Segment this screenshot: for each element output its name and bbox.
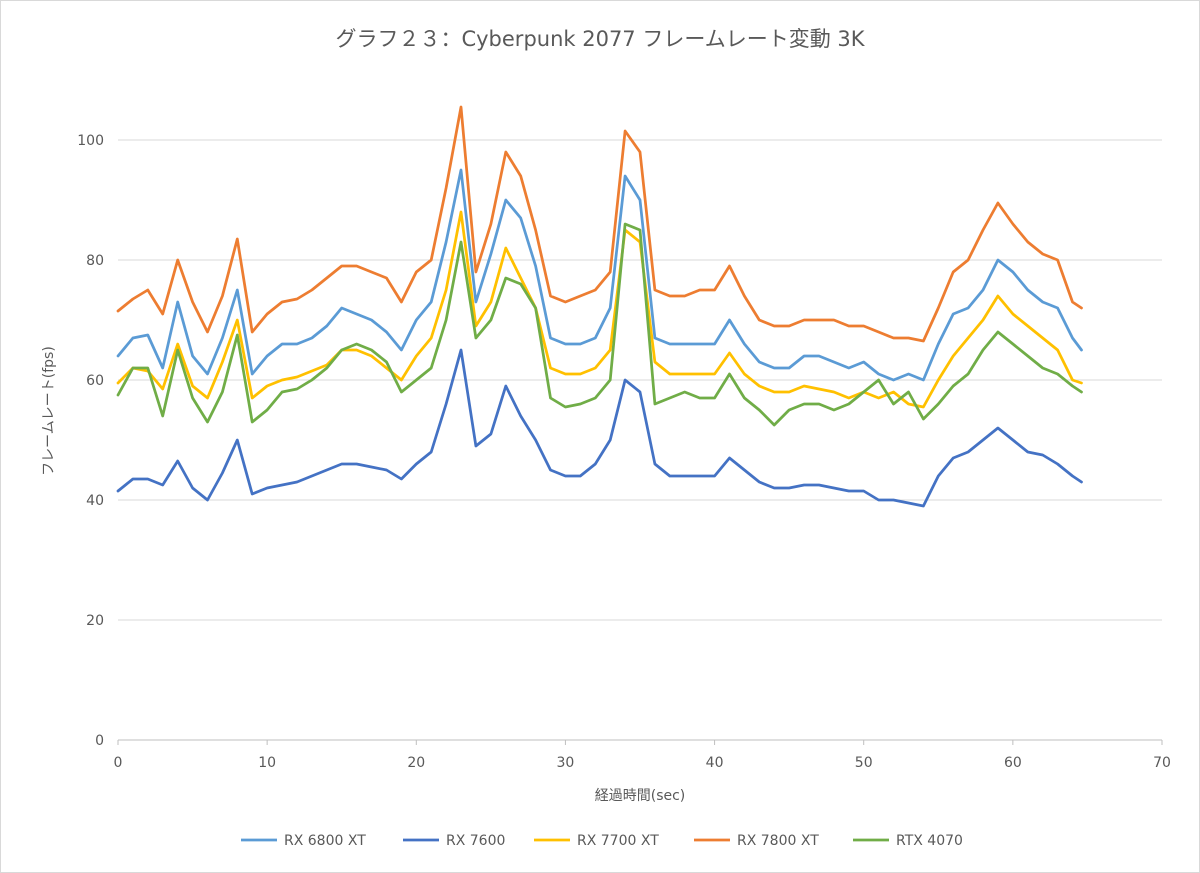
x-tick-label: 0	[114, 755, 123, 771]
legend-label-rx-7600: RX 7600	[446, 833, 505, 849]
y-tick-label: 0	[95, 733, 104, 749]
x-tick-label: 20	[407, 755, 425, 771]
chart-title: グラフ２３：Cyberpunk 2077 フレームレート変動 3K	[335, 27, 865, 51]
x-axis: 0 10 20 30 40 50 60 70	[114, 739, 1171, 771]
y-tick-label: 100	[77, 133, 104, 149]
y-tick-label: 20	[86, 613, 104, 629]
legend-label-rtx-4070: RTX 4070	[896, 833, 963, 849]
series-line-rx-7600	[116, 348, 1083, 508]
x-tick-label: 50	[855, 755, 873, 771]
y-axis: 0 20 40 60 80 100	[77, 133, 104, 749]
legend-label-rx-7700-xt: RX 7700 XT	[577, 833, 659, 849]
y-tick-label: 80	[86, 253, 104, 269]
series-line-rx-6800-xt	[116, 168, 1083, 382]
y-axis-title: フレームレート(fps)	[41, 346, 57, 476]
legend-label-rx-6800-xt: RX 6800 XT	[284, 833, 366, 849]
y-tick-label: 40	[86, 493, 104, 509]
series-line-rx-7700-xt	[116, 210, 1083, 409]
series-line-rx-7800-xt	[116, 105, 1083, 343]
gridlines	[118, 139, 1162, 621]
series-line-rtx-4070	[116, 222, 1083, 427]
x-tick-label: 30	[557, 755, 575, 771]
x-tick-label: 10	[258, 755, 276, 771]
legend-label-rx-7800-xt: RX 7800 XT	[737, 833, 819, 849]
x-axis-title: 経過時間(sec)	[595, 788, 686, 804]
x-tick-label: 60	[1004, 755, 1022, 771]
x-tick-label: 70	[1153, 755, 1171, 771]
y-tick-label: 60	[86, 373, 104, 389]
legend: RX 6800 XT RX 7600 RX 7700 XT RX 7800 XT RTX…	[241, 833, 963, 849]
x-tick-label: 40	[706, 755, 724, 771]
series-lines	[116, 105, 1083, 508]
